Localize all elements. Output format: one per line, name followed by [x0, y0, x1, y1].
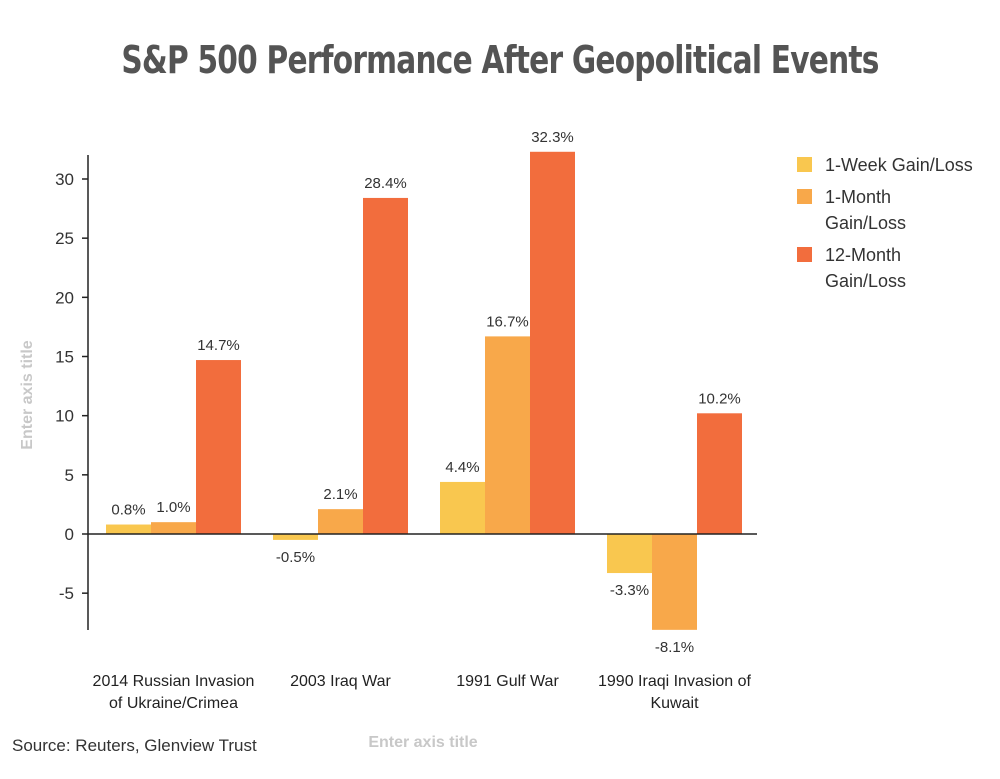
y-tick-label-7: 30 [55, 170, 74, 189]
bar-s1-c3 [652, 534, 697, 630]
legend-label-2: 12-Month Gain/Loss [825, 245, 907, 291]
y-tick-label-0: -5 [59, 584, 74, 603]
data-label-s0-c3: -3.3% [610, 582, 649, 599]
legend-label-1: 1-Month Gain/Loss [825, 187, 907, 233]
category-label-3: 1990 Iraqi Invasion of Kuwait [598, 673, 752, 712]
bar-s0-c3 [607, 534, 652, 574]
x-axis-title: Enter axis title [368, 734, 477, 751]
data-label-s2-c3: 10.2% [698, 390, 741, 407]
data-label-s0-c0: 0.8% [111, 502, 145, 519]
data-label-s0-c2: 4.4% [445, 459, 479, 476]
legend-item-2: 12-Month Gain/Loss [797, 242, 997, 294]
data-label-s2-c1: 28.4% [364, 175, 407, 192]
category-label-2: 1991 Gulf War [456, 673, 559, 690]
bar-s1-c0 [151, 522, 196, 534]
legend-item-1: 1-Month Gain/Loss [797, 184, 997, 236]
y-tick-label-3: 10 [55, 407, 74, 426]
y-tick-label-6: 25 [55, 229, 74, 248]
category-label-1: 2003 Iraq War [290, 673, 391, 690]
y-axis-title: Enter axis title [19, 340, 36, 449]
data-label-s1-c1: 2.1% [323, 486, 357, 503]
category-label-0: 2014 Russian Invasion of Ukraine/Crimea [93, 673, 255, 712]
y-tick-label-5: 20 [55, 288, 74, 307]
y-tick-label-4: 15 [55, 348, 74, 367]
source-note: Source: Reuters, Glenview Trust [12, 736, 257, 755]
legend-swatch-2 [797, 247, 812, 262]
bar-s0-c0 [106, 524, 151, 534]
bar-s1-c2 [485, 336, 530, 534]
bar-s2-c3 [697, 413, 742, 534]
bar-s0-c1 [273, 534, 318, 540]
y-tick-label-2: 5 [65, 466, 74, 485]
bar-s2-c0 [196, 360, 241, 534]
legend-swatch-0 [797, 157, 812, 172]
data-label-s1-c0: 1.0% [156, 499, 190, 516]
chart-title: S&P 500 Performance After Geopolitical E… [121, 38, 879, 82]
y-tick-label-1: 0 [65, 525, 74, 544]
data-label-s1-c3: -8.1% [655, 639, 694, 656]
data-label-s0-c1: -0.5% [276, 549, 315, 566]
data-label-s2-c2: 32.3% [531, 129, 574, 146]
chart-legend: 1-Week Gain/Loss 1-Month Gain/Loss 12-Mont… [797, 152, 997, 300]
bar-s0-c2 [440, 481, 485, 534]
data-label-s1-c2: 16.7% [486, 313, 529, 330]
bar-s2-c1 [363, 197, 408, 534]
bar-s1-c1 [318, 509, 363, 534]
legend-swatch-1 [797, 189, 812, 204]
legend-label-0: 1-Week Gain/Loss [825, 155, 973, 175]
data-label-s2-c0: 14.7% [197, 337, 240, 354]
bar-s2-c2 [530, 151, 575, 535]
legend-item-0: 1-Week Gain/Loss [797, 152, 997, 178]
